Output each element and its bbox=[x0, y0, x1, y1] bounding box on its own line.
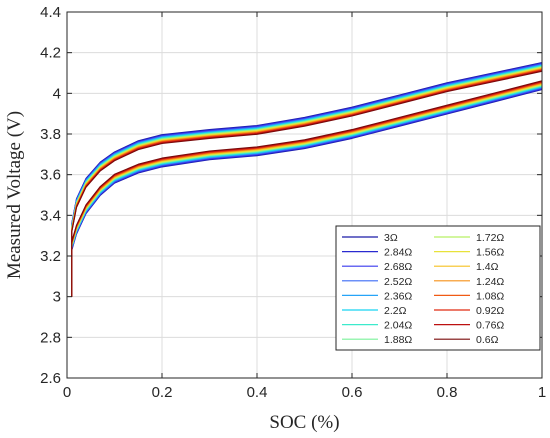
y-tick-label: 2.8 bbox=[40, 329, 61, 346]
legend: 3Ω 2.84Ω 2.68Ω 2.52Ω 2.36Ω 2.2Ω 2.04Ω 1.88Ω 1.72… bbox=[335, 225, 541, 351]
legend-entry: 1.08Ω bbox=[476, 290, 504, 302]
legend-entry: 1.56Ω bbox=[476, 247, 504, 259]
y-tick-label: 4.2 bbox=[40, 45, 61, 62]
y-axis-label: Measured Voltage (V) bbox=[4, 111, 25, 279]
legend-entry: 2.2Ω bbox=[384, 305, 407, 317]
series-line-charge bbox=[71, 70, 542, 297]
x-axis-label: SOC (%) bbox=[269, 412, 339, 433]
x-tick-label: 1 bbox=[538, 384, 546, 401]
x-tick-label: 0.2 bbox=[152, 384, 173, 401]
legend-entry: 0.92Ω bbox=[476, 305, 504, 317]
legend-entry: 1.88Ω bbox=[384, 334, 412, 346]
x-tick-label: 0 bbox=[63, 384, 71, 401]
x-tick-label: 0.8 bbox=[437, 384, 458, 401]
plot-frame bbox=[66, 11, 543, 379]
legend-entry: 2.84Ω bbox=[384, 247, 412, 259]
x-axis-ticks: 0 0.2 0.4 0.6 0.8 1 bbox=[63, 12, 546, 401]
legend-entry: 2.36Ω bbox=[384, 290, 412, 302]
legend-entry: 2.52Ω bbox=[384, 276, 412, 288]
y-tick-label: 4 bbox=[53, 85, 61, 102]
legend-entry: 2.68Ω bbox=[384, 261, 412, 273]
y-tick-label: 4.4 bbox=[40, 4, 61, 21]
y-axis-ticks: 2.6 2.8 3 3.2 3.4 3.6 3.8 4 4.2 4.4 bbox=[40, 4, 542, 387]
y-tick-label: 2.6 bbox=[40, 370, 61, 387]
x-tick-label: 0.4 bbox=[247, 384, 268, 401]
legend-entry: 1.4Ω bbox=[476, 261, 499, 273]
legend-box bbox=[335, 225, 541, 351]
y-tick-label: 3 bbox=[53, 289, 61, 306]
y-tick-label: 3.8 bbox=[40, 126, 61, 143]
y-tick-label: 3.4 bbox=[40, 207, 61, 224]
legend-entry: 0.76Ω bbox=[476, 320, 504, 332]
legend-entry: 1.72Ω bbox=[476, 232, 504, 244]
x-tick-label: 0.6 bbox=[342, 384, 363, 401]
legend-entry: 0.6Ω bbox=[476, 334, 499, 346]
legend-entry: 2.04Ω bbox=[384, 320, 412, 332]
grid-lines bbox=[67, 12, 542, 378]
y-tick-label: 3.2 bbox=[40, 248, 61, 265]
legend-entry: 1.24Ω bbox=[476, 276, 504, 288]
series-line-discharge bbox=[71, 80, 542, 297]
legend-entry: 3Ω bbox=[384, 232, 398, 244]
y-tick-label: 3.6 bbox=[40, 167, 61, 184]
curves bbox=[71, 61, 542, 297]
